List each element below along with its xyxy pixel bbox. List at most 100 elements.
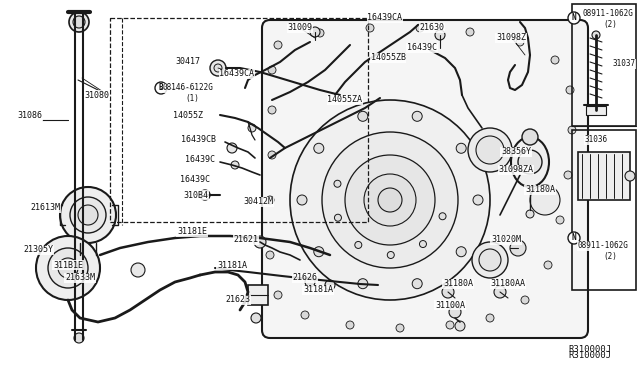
Circle shape [355, 241, 362, 248]
Text: 08911-1062G: 08911-1062G [582, 10, 634, 19]
Circle shape [231, 161, 239, 169]
Text: 21621: 21621 [234, 235, 259, 244]
Circle shape [446, 321, 454, 329]
Text: 14055Z: 14055Z [173, 110, 203, 119]
Circle shape [530, 185, 560, 215]
Text: N: N [572, 234, 576, 243]
Circle shape [456, 247, 466, 257]
Circle shape [268, 151, 276, 159]
Circle shape [335, 214, 341, 221]
Text: 16439C: 16439C [185, 155, 215, 164]
Circle shape [227, 143, 237, 153]
Bar [572, 130, 636, 290]
Circle shape [301, 311, 309, 319]
Text: R310000J: R310000J [568, 350, 611, 359]
Circle shape [521, 296, 529, 304]
Circle shape [314, 143, 324, 153]
Text: 31020M: 31020M [491, 235, 521, 244]
Text: 31080: 31080 [84, 90, 109, 99]
Text: 21305Y: 21305Y [23, 246, 53, 254]
Circle shape [274, 41, 282, 49]
Circle shape [625, 171, 635, 181]
Text: 311B1E: 311B1E [53, 260, 83, 269]
Circle shape [358, 279, 368, 289]
Circle shape [254, 236, 266, 248]
Circle shape [268, 106, 276, 114]
Circle shape [456, 143, 466, 153]
Text: 31009: 31009 [287, 23, 312, 32]
Text: 31181E: 31181E [177, 228, 207, 237]
Text: 31098ZA: 31098ZA [499, 166, 534, 174]
Circle shape [479, 249, 501, 271]
Text: N: N [572, 13, 576, 22]
Circle shape [378, 188, 402, 212]
Circle shape [268, 66, 276, 74]
Circle shape [494, 286, 506, 298]
Text: 14055ZB: 14055ZB [371, 54, 406, 62]
Text: 310B4: 310B4 [184, 190, 209, 199]
Circle shape [435, 30, 445, 40]
Circle shape [314, 247, 324, 257]
Text: 31180A: 31180A [443, 279, 473, 289]
Circle shape [346, 321, 354, 329]
Circle shape [290, 100, 490, 300]
Text: 31181A: 31181A [217, 260, 247, 269]
Text: 38356Y: 38356Y [501, 148, 531, 157]
Circle shape [78, 205, 98, 225]
Circle shape [155, 82, 167, 94]
Text: 16439C: 16439C [180, 176, 210, 185]
Circle shape [73, 16, 85, 28]
Circle shape [297, 195, 307, 205]
Text: 08146-6122G: 08146-6122G [163, 83, 213, 93]
Text: 16439CB: 16439CB [180, 135, 216, 144]
Circle shape [592, 31, 600, 39]
Circle shape [248, 124, 256, 132]
Circle shape [473, 195, 483, 205]
Text: 31180A: 31180A [525, 186, 555, 195]
Text: 21630: 21630 [419, 23, 445, 32]
Circle shape [266, 251, 274, 259]
Circle shape [551, 56, 559, 64]
Text: 21613M: 21613M [30, 203, 60, 212]
Text: 31100A: 31100A [435, 301, 465, 310]
Circle shape [316, 29, 324, 37]
Circle shape [214, 64, 222, 72]
Text: 30417: 30417 [175, 58, 200, 67]
Text: 16439CA: 16439CA [367, 13, 403, 22]
Text: 31036: 31036 [584, 135, 607, 144]
Circle shape [476, 136, 504, 164]
Circle shape [251, 313, 261, 323]
Text: B: B [159, 83, 163, 93]
Bar [248, 285, 268, 305]
Circle shape [556, 216, 564, 224]
Circle shape [74, 333, 84, 343]
Circle shape [131, 263, 145, 277]
Circle shape [442, 286, 454, 298]
FancyBboxPatch shape [262, 20, 588, 338]
Bar [586, 106, 606, 115]
Circle shape [36, 236, 100, 300]
Text: 16439C: 16439C [407, 44, 437, 52]
Text: 21626: 21626 [292, 273, 317, 282]
Circle shape [568, 232, 580, 244]
Text: 30412M: 30412M [243, 198, 273, 206]
Text: 21623: 21623 [225, 295, 250, 305]
Circle shape [486, 314, 494, 322]
Circle shape [366, 24, 374, 32]
Circle shape [200, 190, 210, 200]
Text: 31181A: 31181A [303, 285, 333, 295]
Ellipse shape [511, 137, 549, 187]
Text: 21633M: 21633M [65, 273, 95, 282]
Circle shape [210, 60, 226, 76]
Text: 16439CA: 16439CA [220, 70, 255, 78]
Text: (2): (2) [603, 251, 617, 260]
Text: 31180AA: 31180AA [490, 279, 525, 289]
Circle shape [439, 213, 446, 220]
Circle shape [69, 12, 89, 32]
Circle shape [358, 111, 368, 121]
Circle shape [345, 155, 435, 245]
Text: 31086: 31086 [17, 112, 42, 121]
Circle shape [274, 291, 282, 299]
Circle shape [564, 171, 572, 179]
Circle shape [364, 174, 416, 226]
